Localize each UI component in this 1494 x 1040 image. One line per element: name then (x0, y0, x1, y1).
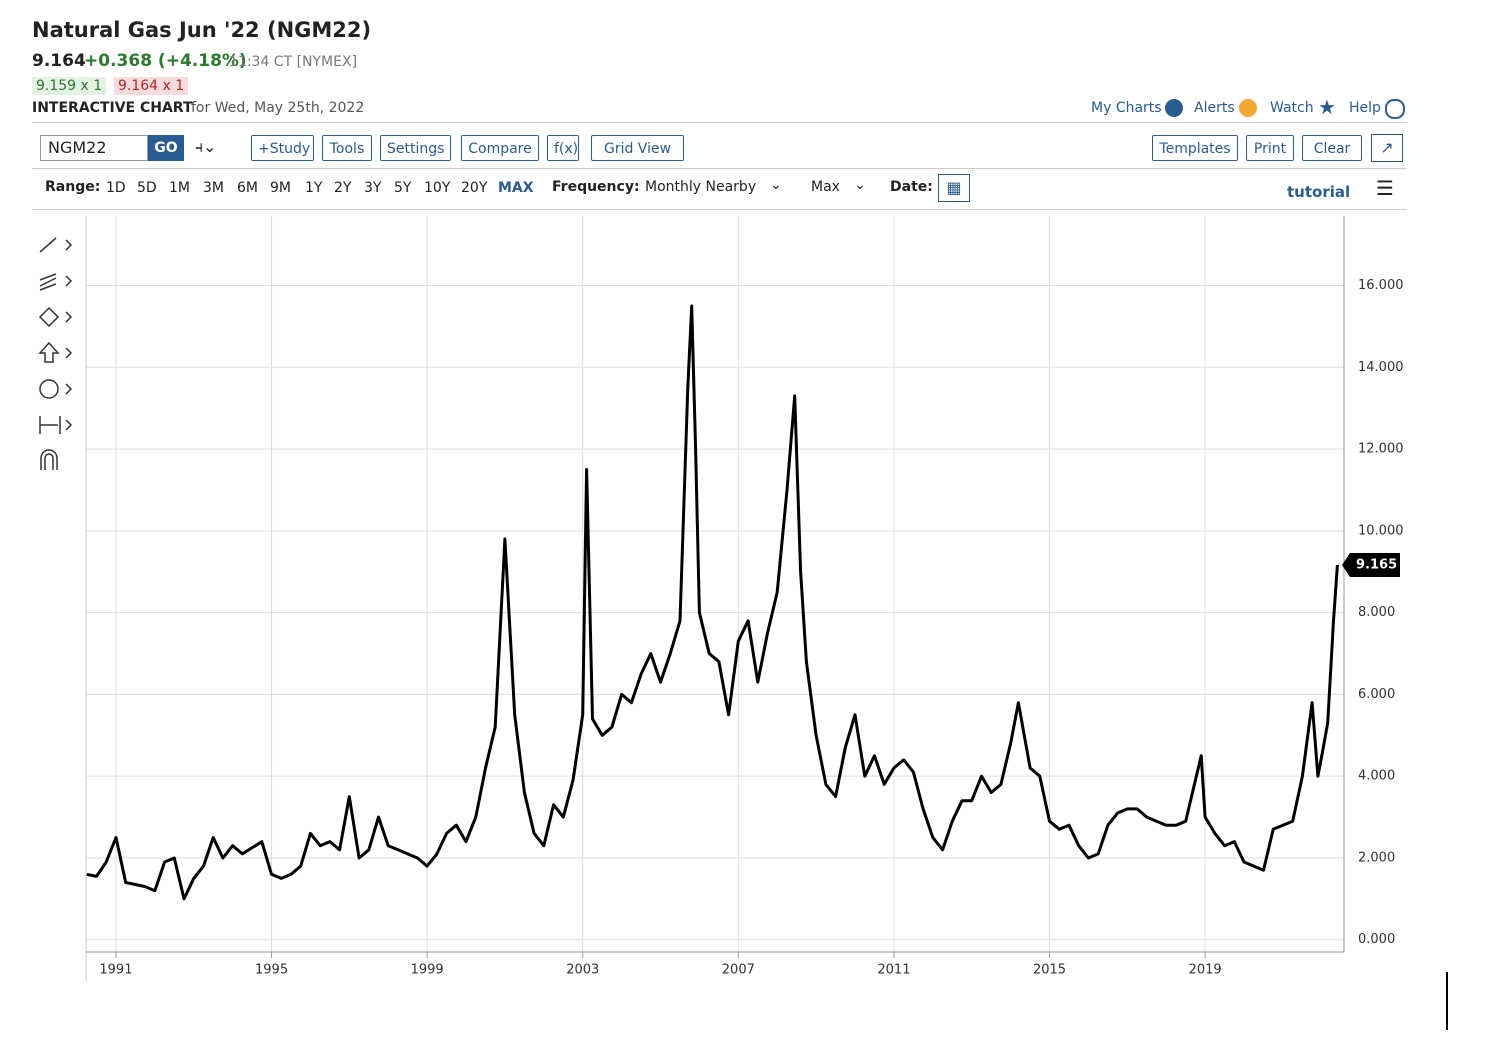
range-label: Range: (45, 179, 101, 195)
plus-icon (1165, 99, 1183, 117)
range-option[interactable]: MAX (498, 180, 534, 196)
watch[interactable]: Watch (1270, 100, 1314, 116)
y-tick-label: 16.000 (1358, 278, 1404, 293)
y-tick-label: 6.000 (1358, 687, 1395, 702)
range-option[interactable]: 3M (203, 180, 224, 196)
toolbar-button[interactable]: Grid View (591, 135, 684, 161)
text-tool[interactable] (39, 379, 59, 399)
alert-icon (1239, 99, 1257, 117)
range-option[interactable]: 6M (237, 180, 258, 196)
arrow-tool[interactable] (38, 341, 73, 363)
y-tick-label: 8.000 (1358, 605, 1395, 620)
chart: 0.000 2.000 4.000 6.000 8.000 10.000 12.000 14.… (85, 216, 1404, 982)
range-option[interactable]: 10Y (424, 180, 451, 196)
tutorial[interactable]: tutorial (1287, 183, 1351, 201)
fib-tool[interactable] (39, 273, 73, 291)
y-tick-label: 12.000 (1358, 442, 1404, 457)
toolbar-button[interactable]: f(x) (547, 135, 579, 161)
help[interactable]: Help (1349, 100, 1381, 116)
frequency-label: Frequency: (552, 179, 640, 195)
toolbar-button[interactable]: Templates (1152, 135, 1238, 161)
x-tick-label: 2007 (722, 963, 755, 978)
x-tick-label: 1991 (99, 963, 132, 978)
bid: 9.159 x 1 (32, 77, 107, 95)
x-tick-label: 2019 (1189, 963, 1222, 978)
range-option[interactable]: 9M (270, 180, 291, 196)
toolbar-button[interactable]: Clear (1302, 135, 1362, 161)
range-option[interactable]: 5D (137, 180, 157, 196)
y-tick-label: 0.000 (1358, 932, 1395, 947)
range-option[interactable]: 1D (106, 180, 126, 196)
toolbar-button[interactable]: Print (1246, 135, 1294, 161)
toolbar-button[interactable]: Tools (322, 135, 372, 161)
change: +0.368 (+4.18%) (84, 51, 247, 71)
calendar-button[interactable]: ▦ (938, 174, 970, 202)
frequency[interactable]: Monthly Nearby (645, 179, 757, 195)
x-tick-label: 1995 (255, 963, 288, 978)
range-option[interactable]: 1M (169, 180, 190, 196)
y-tick-label: 4.000 (1358, 769, 1395, 784)
line-tool[interactable] (39, 237, 73, 253)
price-tag (1342, 552, 1400, 577)
divider (32, 122, 1407, 123)
y-tick-label: 14.000 (1358, 360, 1404, 375)
date-label: Date: (890, 179, 933, 195)
range-option[interactable]: 3Y (364, 180, 382, 196)
toolbar-button[interactable]: +Study (251, 135, 314, 161)
range-option[interactable]: 5Y (394, 180, 412, 196)
range-option[interactable]: 20Y (461, 180, 488, 196)
price: 9.164 (32, 51, 86, 71)
drawing-tools (38, 237, 73, 470)
magnet-tool[interactable] (40, 449, 58, 470)
price-line (86, 304, 1339, 901)
x-tick-label: 2003 (566, 963, 599, 978)
cursor (1446, 972, 1448, 1030)
dropdown-arrow: ⌄ (770, 177, 782, 193)
divider (32, 209, 1407, 210)
shape-tool[interactable] (38, 306, 73, 328)
my-charts[interactable]: My Charts (1091, 100, 1162, 116)
measure-tool[interactable] (39, 416, 73, 434)
menu[interactable]: ☰ (1376, 176, 1394, 200)
chart-date: for Wed, May 25th, 2022 (191, 100, 365, 116)
divider (32, 168, 1407, 169)
title: Natural Gas Jun '22 (NGM22) (32, 18, 372, 42)
ask: 9.164 x 1 (114, 77, 189, 95)
x-tick-label: 2011 (877, 963, 910, 978)
toolbar-button[interactable]: Compare (461, 135, 539, 161)
x-tick-label: 2015 (1033, 963, 1066, 978)
help-icon (1385, 99, 1405, 119)
price-tag-label: 9.165 (1356, 557, 1397, 572)
expand-button[interactable]: ↗ (1371, 134, 1403, 162)
x-tick-label: 1999 (411, 963, 444, 978)
chart-label: INTERACTIVE CHART (32, 100, 193, 116)
go-button[interactable]: GO (148, 135, 184, 161)
y-tick-label: 2.000 (1358, 850, 1395, 865)
range-option[interactable]: 1Y (305, 180, 323, 196)
range-option[interactable]: 2Y (334, 180, 352, 196)
period[interactable]: Max (811, 179, 840, 195)
time: 11:34 CT [NYMEX] (229, 54, 358, 70)
y-tick-label: 10.000 (1358, 523, 1404, 538)
star-icon: ★ (1318, 95, 1336, 119)
toolbar-button[interactable]: Settings (380, 135, 451, 161)
alerts[interactable]: Alerts (1194, 100, 1235, 116)
dropdown-arrow: ⌄ (854, 177, 866, 193)
symbol-input[interactable]: NGM22 (40, 135, 148, 161)
chart-type[interactable]: ⫞⌄ (195, 137, 217, 156)
